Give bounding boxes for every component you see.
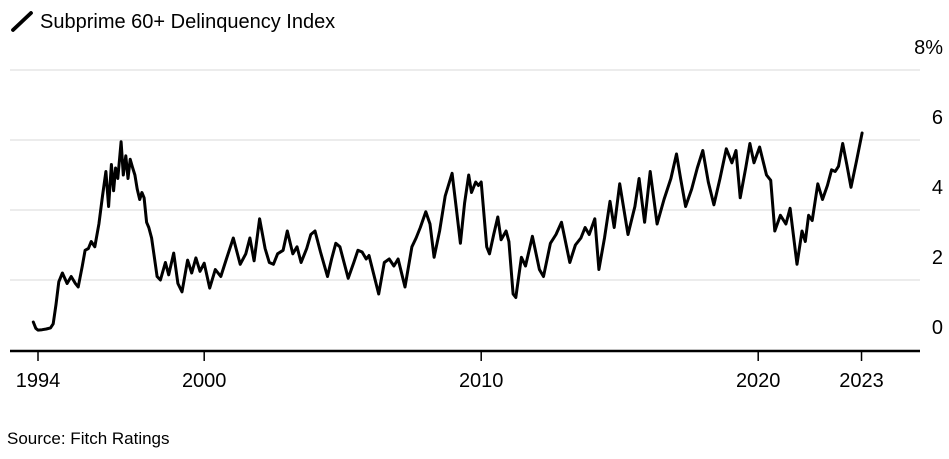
y-axis-label: 6 [931,107,943,129]
x-axis-label: 1994 [15,370,61,392]
y-axis-label: 8% [914,37,943,59]
x-axis-label: 2023 [839,370,884,392]
y-axis-label: 4 [931,177,943,199]
x-axis-label: 2010 [458,370,504,392]
chart-title: Subprime 60+ Delinquency Index [40,11,336,33]
delinquency-index-line [31,131,864,332]
y-axis-label: 0 [931,317,943,339]
legend-line-icon [11,11,33,32]
x-axis-label: 2000 [181,370,227,392]
x-axis-label: 2020 [735,370,781,392]
y-axis-label: 2 [931,247,943,269]
source-note: Source: Fitch Ratings [7,429,170,448]
